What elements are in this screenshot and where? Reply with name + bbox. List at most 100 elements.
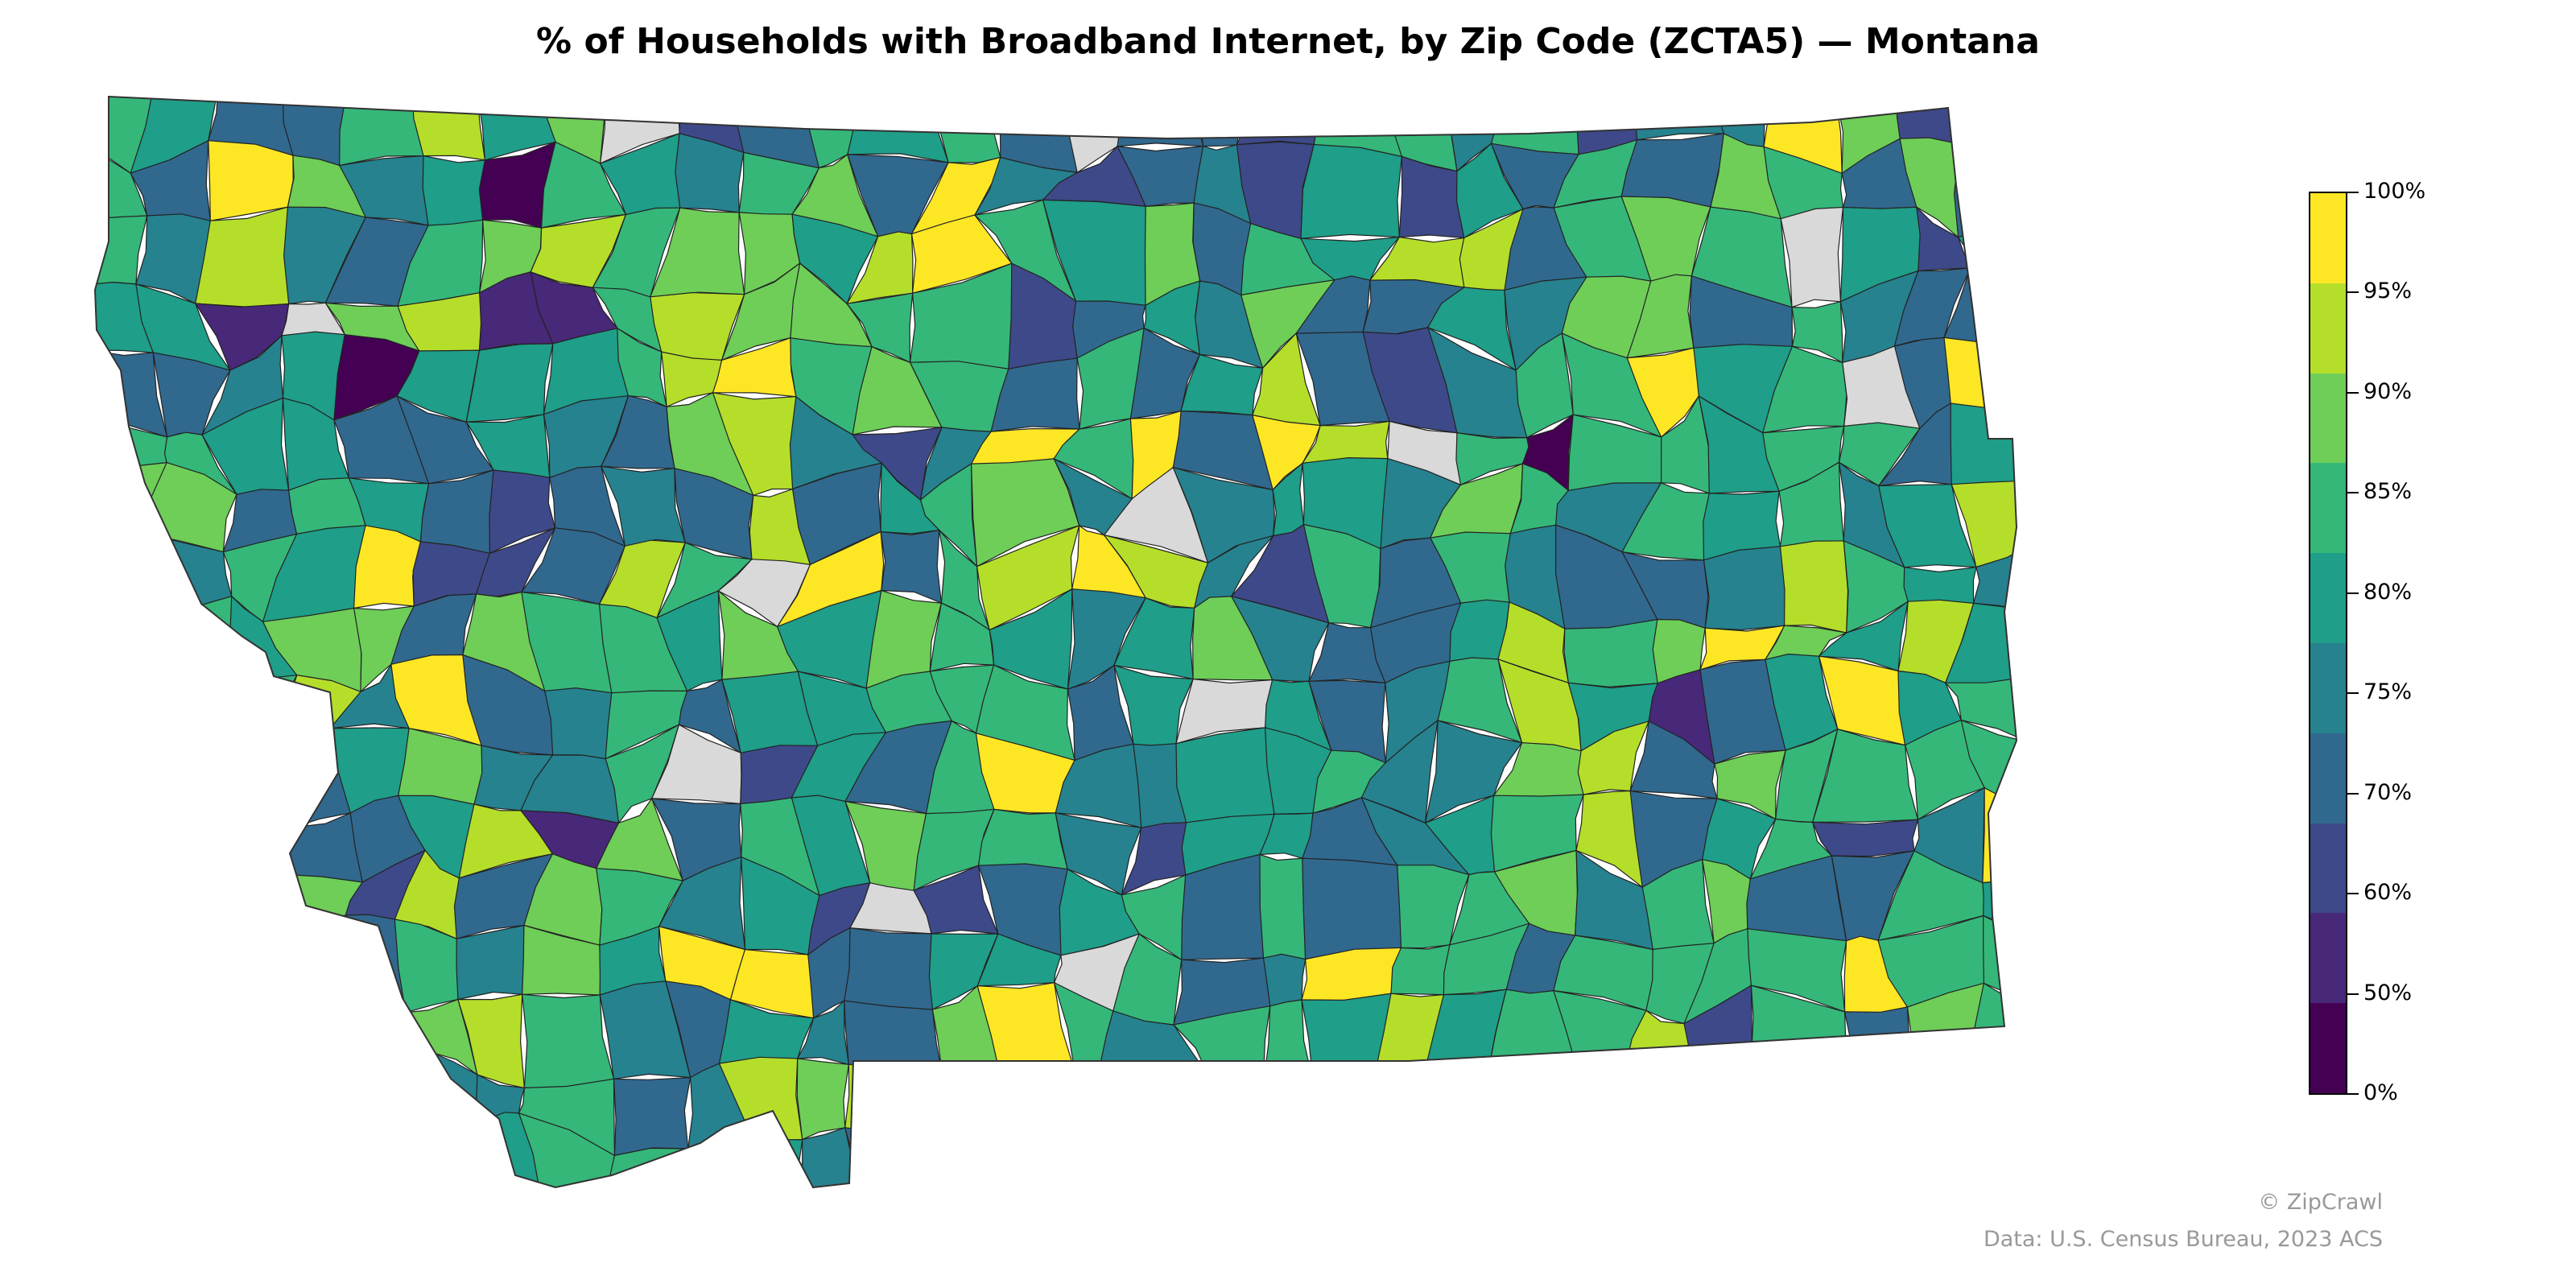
zcta-region[interactable] xyxy=(799,1127,865,1200)
zcta-region[interactable] xyxy=(522,993,615,1089)
zcta-region[interactable] xyxy=(1690,1046,1764,1133)
zcta-region[interactable] xyxy=(465,343,554,423)
zcta-region[interactable] xyxy=(152,1128,237,1202)
zcta-region[interactable] xyxy=(1359,1065,1426,1133)
zcta-region[interactable] xyxy=(927,1074,1003,1139)
zcta-region[interactable] xyxy=(1259,853,1307,960)
zcta-region[interactable] xyxy=(199,732,295,829)
zcta-region[interactable] xyxy=(148,660,235,758)
zcta-region[interactable] xyxy=(353,525,422,609)
zcta-region[interactable] xyxy=(1262,953,1307,1007)
zcta-region[interactable] xyxy=(137,798,242,873)
zcta-region[interactable] xyxy=(1202,1075,1265,1143)
zcta-region[interactable] xyxy=(328,1052,435,1139)
zcta-region[interactable] xyxy=(1951,480,2029,568)
zcta-region[interactable] xyxy=(326,914,407,1018)
zcta-region[interactable] xyxy=(198,674,298,759)
zcta-region[interactable] xyxy=(276,1112,349,1199)
zcta-region[interactable] xyxy=(170,945,227,1021)
zcta-region[interactable] xyxy=(1359,1120,1447,1199)
zcta-region[interactable] xyxy=(1300,143,1402,239)
zcta-region[interactable] xyxy=(1100,1061,1210,1128)
zcta-region[interactable] xyxy=(991,1133,1066,1202)
zcta-region[interactable] xyxy=(1751,1046,1847,1121)
zcta-region[interactable] xyxy=(1953,143,2032,238)
zcta-region[interactable] xyxy=(1302,857,1402,960)
zcta-region[interactable] xyxy=(85,851,172,947)
zcta-region[interactable] xyxy=(670,1144,757,1204)
zcta-region[interactable] xyxy=(422,155,486,227)
zcta-region[interactable] xyxy=(89,807,171,873)
zcta-region[interactable] xyxy=(605,1147,689,1199)
zcta-region[interactable] xyxy=(1425,1131,1520,1200)
zcta-region[interactable] xyxy=(1316,1120,1383,1199)
zcta-region[interactable] xyxy=(267,1014,332,1071)
zcta-region[interactable] xyxy=(211,1018,303,1062)
zcta-region[interactable] xyxy=(1571,1145,1641,1199)
zcta-region[interactable] xyxy=(929,602,995,672)
zcta-region[interactable] xyxy=(1703,546,1787,631)
zcta-region[interactable] xyxy=(1175,727,1275,824)
zcta-region[interactable] xyxy=(1419,1068,1521,1141)
zcta-region[interactable] xyxy=(147,739,241,815)
zcta-region[interactable] xyxy=(219,945,303,1023)
zcta-region[interactable] xyxy=(1301,993,1392,1082)
zcta-region[interactable] xyxy=(1620,133,1724,208)
zcta-region[interactable] xyxy=(89,1052,169,1135)
zcta-region[interactable] xyxy=(339,87,424,167)
zcta-region[interactable] xyxy=(1944,675,2032,743)
zcta-region[interactable] xyxy=(844,1000,943,1076)
zcta-region[interactable] xyxy=(1230,1078,1340,1143)
zcta-region[interactable] xyxy=(844,927,933,1010)
zcta-region[interactable] xyxy=(1122,1111,1205,1203)
zcta-region[interactable] xyxy=(1619,1067,1724,1150)
zcta-region[interactable] xyxy=(271,812,363,883)
zcta-region[interactable] xyxy=(1944,1067,2029,1138)
zcta-region[interactable] xyxy=(543,687,613,760)
zcta-region[interactable] xyxy=(1843,1006,1914,1086)
zcta-region[interactable] xyxy=(1390,943,1451,996)
zcta-region[interactable] xyxy=(1779,540,1849,634)
zcta-region[interactable] xyxy=(1950,402,2029,488)
zcta-region[interactable] xyxy=(1563,618,1663,688)
zcta-region[interactable] xyxy=(1571,1063,1626,1151)
zcta-region[interactable] xyxy=(88,610,171,678)
zcta-region[interactable] xyxy=(844,1063,943,1136)
zcta-region[interactable] xyxy=(1490,88,1579,155)
zcta-region[interactable] xyxy=(89,660,171,745)
zcta-region[interactable] xyxy=(1510,1138,1579,1199)
zcta-region[interactable] xyxy=(1811,819,1919,857)
zcta-region[interactable] xyxy=(1064,1061,1135,1135)
zcta-region[interactable] xyxy=(1187,1110,1253,1201)
zcta-region[interactable] xyxy=(271,914,347,1024)
zcta-region[interactable] xyxy=(89,532,164,617)
zcta-region[interactable] xyxy=(89,215,148,286)
zcta-region[interactable] xyxy=(138,851,241,955)
zcta-region[interactable] xyxy=(225,870,278,955)
zcta-region[interactable] xyxy=(1889,1136,1965,1200)
zcta-region[interactable] xyxy=(85,1128,169,1203)
zcta-region[interactable] xyxy=(1834,1114,1901,1199)
zcta-region[interactable] xyxy=(1780,206,1844,308)
zcta-region[interactable] xyxy=(1704,1120,1772,1199)
zcta-region[interactable] xyxy=(390,1119,485,1201)
zcta-region[interactable] xyxy=(87,735,171,815)
zcta-region[interactable] xyxy=(977,808,1068,870)
zcta-region[interactable] xyxy=(1944,1133,2030,1199)
zcta-region[interactable] xyxy=(328,1115,413,1201)
zcta-region[interactable] xyxy=(1488,1063,1576,1151)
zcta-region[interactable] xyxy=(1896,89,1965,146)
zcta-region[interactable] xyxy=(1959,89,2030,155)
zcta-region[interactable] xyxy=(796,1058,849,1141)
zcta-region[interactable] xyxy=(1634,88,1725,141)
zcta-region[interactable] xyxy=(847,89,949,163)
zcta-region[interactable] xyxy=(141,1052,237,1130)
zcta-region[interactable] xyxy=(1231,1120,1340,1199)
zcta-region[interactable] xyxy=(993,1070,1075,1141)
zcta-region[interactable] xyxy=(87,1002,175,1070)
zcta-region[interactable] xyxy=(160,595,236,685)
zcta-region[interactable] xyxy=(613,1076,691,1157)
zcta-region[interactable] xyxy=(844,1127,931,1200)
zcta-region[interactable] xyxy=(89,937,175,1012)
zcta-region[interactable] xyxy=(1839,1071,1914,1142)
